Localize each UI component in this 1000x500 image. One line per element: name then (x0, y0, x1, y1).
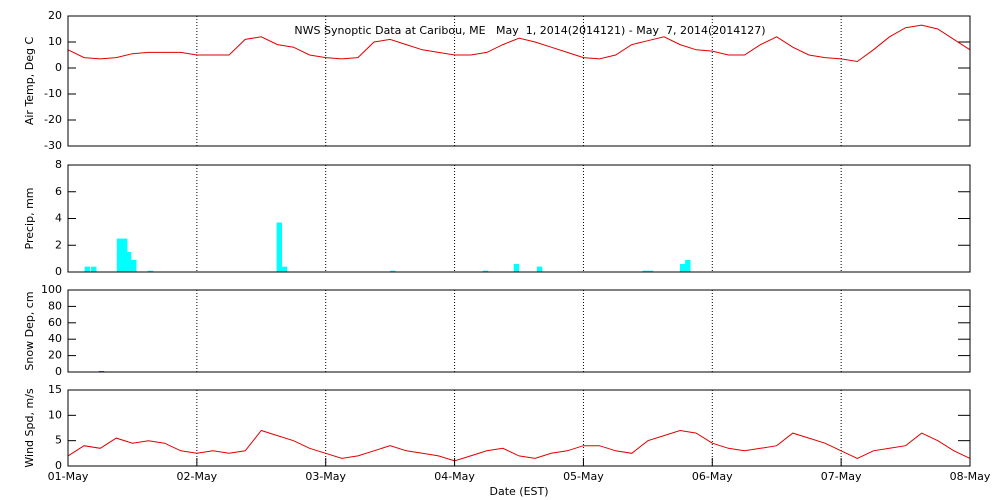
y-axis-label: Precip, mm (23, 188, 36, 250)
y-tick-label: 8 (55, 158, 62, 171)
bar (125, 251, 132, 272)
bar (642, 270, 648, 272)
plot-frame (67, 15, 971, 147)
y-tick-label: 80 (48, 299, 62, 312)
y-axis-label: Snow Dep, cm (23, 291, 36, 370)
y-tick-label: 20 (48, 9, 62, 22)
y-tick-label: 0 (55, 365, 62, 378)
y-tick-label: 40 (48, 332, 62, 345)
bar (685, 259, 691, 272)
y-tick-label: 0 (55, 61, 62, 74)
y-tick-label: -10 (44, 87, 62, 100)
x-tick-label: 02-May (176, 470, 217, 483)
plot-frame (67, 289, 971, 373)
x-tick-label: 07-May (821, 470, 862, 483)
chart-title: NWS Synoptic Data at Caribou, ME May 1, … (294, 24, 765, 37)
y-tick-label: 20 (48, 349, 62, 362)
y-tick-label: 15 (48, 383, 62, 396)
y-tick-label: 2 (55, 238, 62, 251)
bar (647, 270, 654, 272)
bar (84, 266, 91, 272)
bar (147, 270, 154, 272)
x-tick-label: 01-May (48, 470, 89, 483)
y-tick-label: -30 (44, 139, 62, 152)
bar (121, 238, 128, 272)
bar (131, 259, 137, 272)
bar (390, 270, 396, 272)
x-tick-label: 03-May (305, 470, 346, 483)
bar (116, 238, 123, 272)
y-tick-label: 5 (55, 434, 62, 447)
plot-frame (67, 164, 971, 273)
x-tick-label: 04-May (434, 470, 475, 483)
y-tick-label: 0 (55, 265, 62, 278)
x-tick-label: 08-May (950, 470, 991, 483)
y-tick-label: 0 (55, 459, 62, 472)
bar (482, 270, 489, 272)
bar (679, 263, 686, 272)
y-axis-label: Wind Spd, m/s (23, 388, 36, 468)
series-line (67, 429, 971, 462)
y-tick-label: 4 (55, 212, 62, 225)
series-line (67, 24, 971, 63)
y-tick-label: 100 (41, 283, 62, 296)
y-tick-label: 60 (48, 316, 62, 329)
bar (91, 266, 97, 272)
y-tick-label: 10 (48, 408, 62, 421)
bar (536, 266, 543, 272)
x-axis-label: Date (EST) (489, 485, 548, 498)
x-tick-label: 05-May (563, 470, 604, 483)
bar (281, 266, 288, 272)
y-tick-label: 10 (48, 35, 62, 48)
y-axis-label: Air Temp, Deg C (23, 37, 36, 126)
x-tick-label: 06-May (692, 470, 733, 483)
y-tick-label: 6 (55, 185, 62, 198)
y-tick-label: -20 (44, 113, 62, 126)
bar (276, 222, 283, 272)
bar (513, 263, 520, 272)
plot-frame (67, 389, 971, 467)
